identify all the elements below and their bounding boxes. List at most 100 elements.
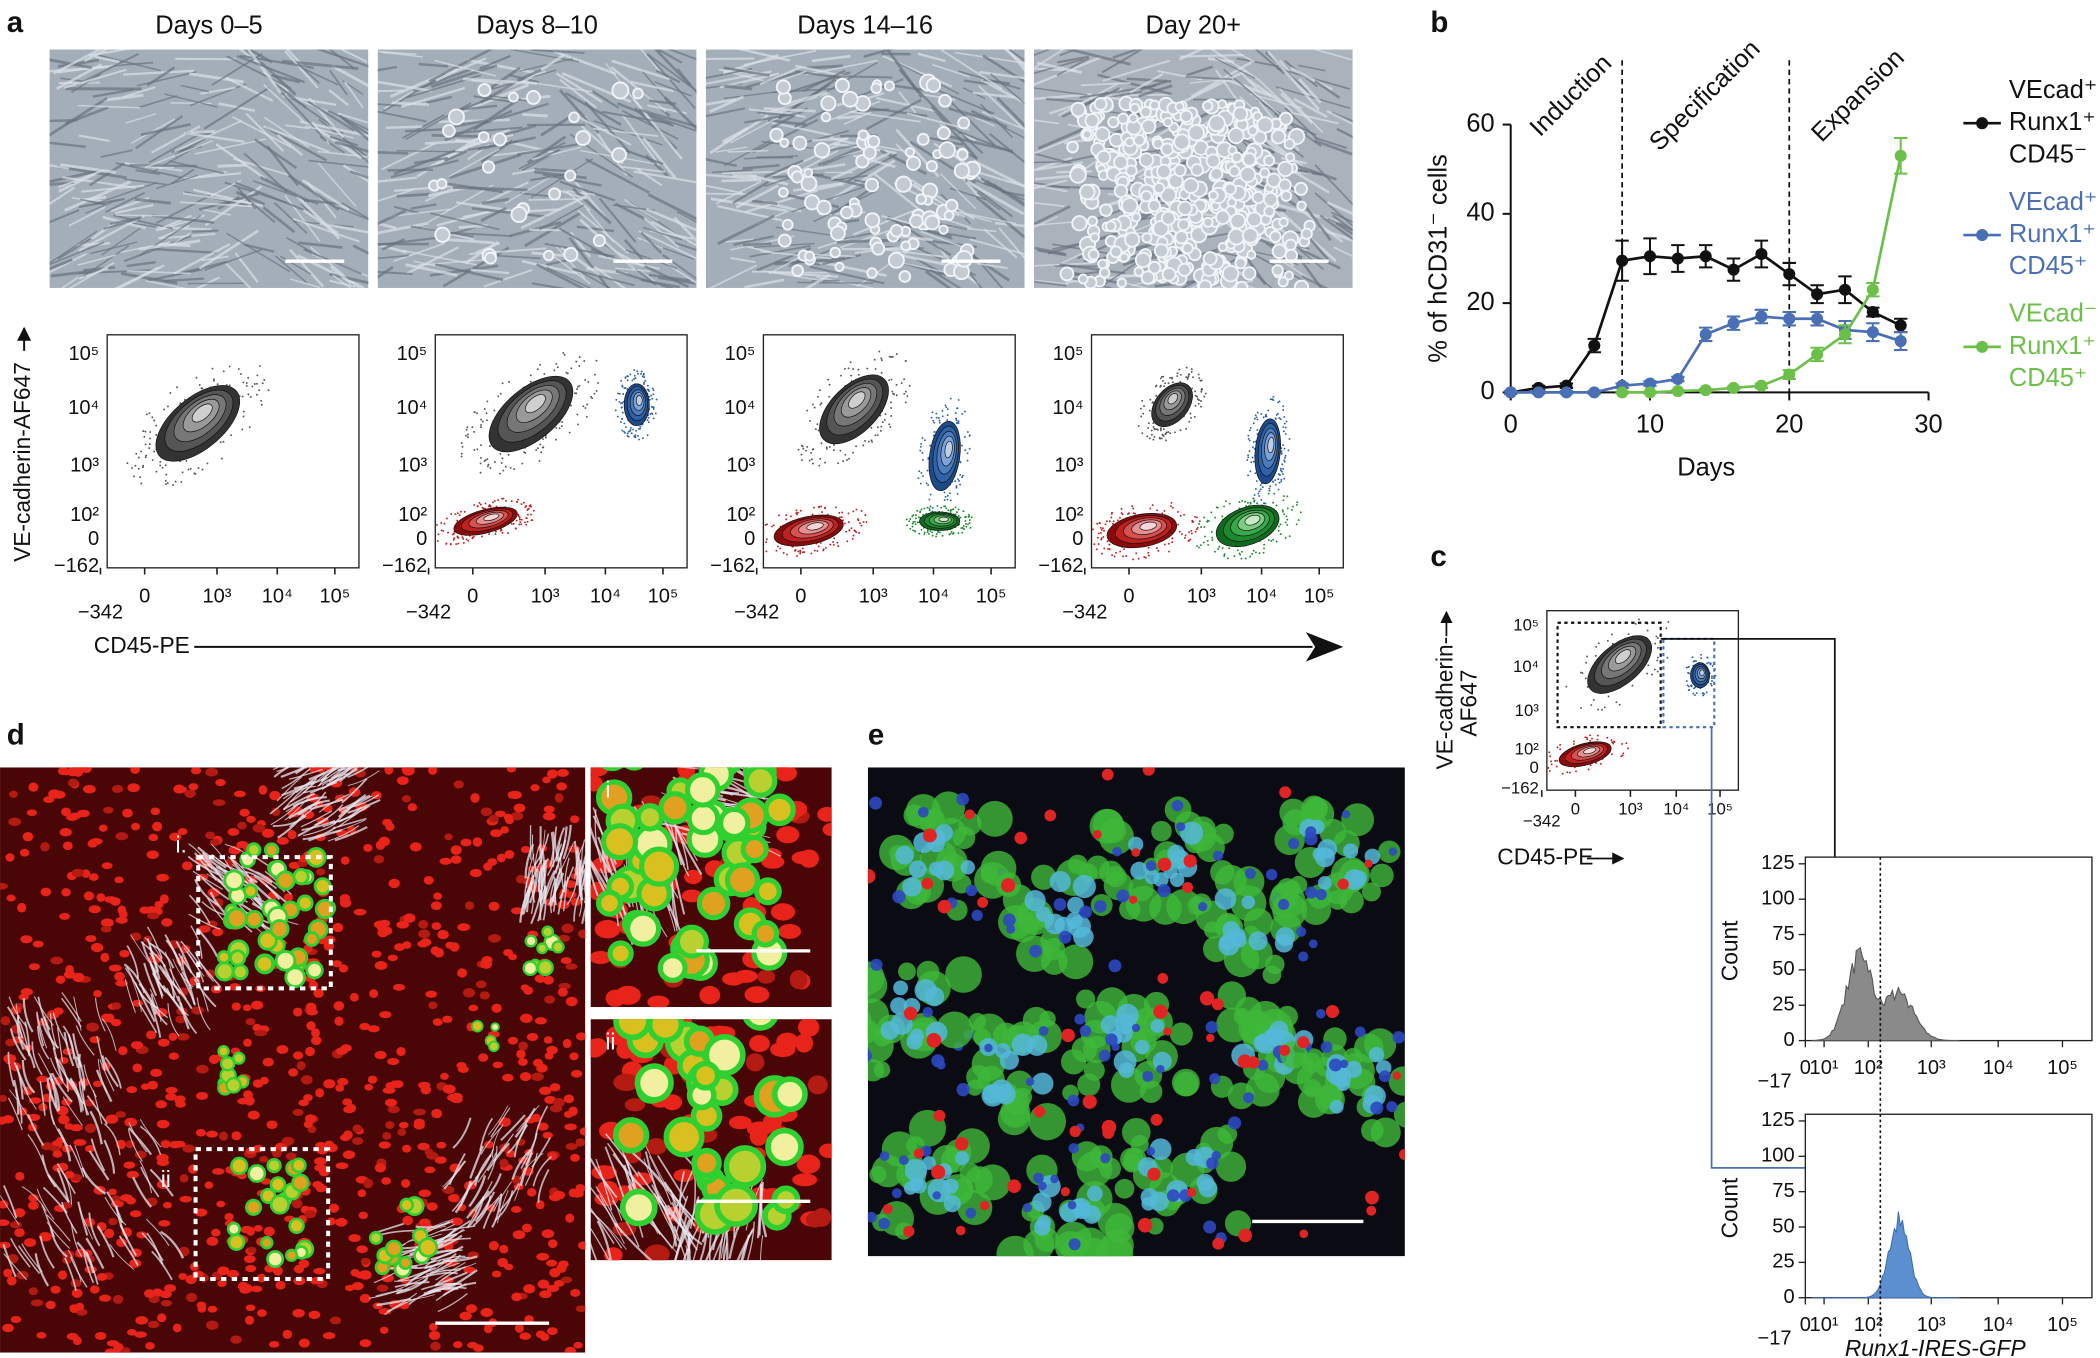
round-cell bbox=[1152, 182, 1166, 195]
event-dot bbox=[144, 443, 147, 446]
y-tick-label: 0 bbox=[1530, 758, 1539, 777]
nucleus bbox=[382, 1131, 392, 1140]
cell-streak bbox=[91, 221, 117, 240]
cell-streak bbox=[174, 136, 206, 157]
event-dot bbox=[488, 445, 491, 448]
event-dot bbox=[1595, 762, 1598, 764]
event-dot bbox=[517, 513, 520, 516]
event-dot bbox=[1281, 509, 1284, 512]
cell-streak bbox=[1033, 221, 1072, 227]
y-tick-label: −162 bbox=[54, 555, 99, 577]
event-dot bbox=[1262, 416, 1265, 419]
event-dot bbox=[955, 485, 958, 488]
nucleus bbox=[103, 806, 114, 814]
cell-streak bbox=[983, 228, 1018, 259]
nucleus bbox=[542, 812, 556, 821]
event-dot bbox=[486, 400, 489, 403]
event-dot bbox=[782, 552, 785, 554]
cell-streak bbox=[138, 94, 178, 109]
event-dot bbox=[851, 537, 854, 540]
event-dot bbox=[966, 431, 969, 433]
cell-streak bbox=[101, 226, 143, 256]
round-cell bbox=[1124, 231, 1141, 248]
cell-streak bbox=[480, 181, 529, 206]
event-dot bbox=[629, 426, 632, 429]
event-dot bbox=[1580, 707, 1582, 709]
y-tick-label: 0 bbox=[1783, 1029, 1794, 1051]
cell-streak bbox=[394, 184, 460, 193]
event-dot bbox=[452, 538, 455, 541]
event-dot bbox=[946, 498, 949, 501]
cell-streak bbox=[244, 243, 275, 253]
event-dot bbox=[1272, 480, 1275, 483]
data-point bbox=[1894, 149, 1907, 162]
event-dot bbox=[1176, 375, 1179, 377]
round-cell bbox=[434, 226, 451, 243]
nucleus bbox=[14, 1228, 25, 1238]
event-dot bbox=[828, 395, 831, 398]
event-dot bbox=[251, 385, 254, 388]
x-axis-label: Days bbox=[1677, 453, 1735, 481]
event-dot bbox=[1210, 531, 1213, 533]
event-dot bbox=[760, 535, 762, 537]
cell-streak bbox=[948, 107, 992, 122]
cell-streak bbox=[1037, 156, 1073, 170]
event-dot bbox=[187, 468, 190, 471]
event-dot bbox=[1273, 492, 1276, 495]
cell-streak bbox=[540, 116, 570, 137]
event-dot bbox=[584, 379, 587, 381]
nucleus bbox=[352, 1137, 364, 1145]
round-cell bbox=[492, 132, 507, 147]
event-dot bbox=[1565, 685, 1568, 688]
nucleus bbox=[120, 1194, 133, 1202]
nucleus bbox=[0, 1219, 10, 1226]
event-dot bbox=[155, 424, 158, 427]
event-dot bbox=[148, 443, 151, 446]
round-cell bbox=[510, 206, 528, 223]
event-dot bbox=[1238, 501, 1241, 504]
event-dot bbox=[926, 506, 929, 509]
cell-streak bbox=[435, 68, 459, 82]
event-dot bbox=[1147, 554, 1150, 557]
event-dot bbox=[956, 492, 959, 495]
y-tick-label: 10² bbox=[1515, 739, 1540, 758]
event-dot bbox=[939, 531, 941, 534]
round-cell bbox=[1271, 243, 1287, 259]
event-dot bbox=[1105, 520, 1108, 523]
cell-streak bbox=[452, 186, 528, 192]
event-dot bbox=[473, 504, 476, 506]
nucleus bbox=[3, 1268, 13, 1278]
event-dot bbox=[1249, 555, 1252, 558]
cell-streak bbox=[103, 217, 141, 230]
nucleus bbox=[376, 1284, 389, 1292]
cell-streak bbox=[126, 270, 191, 275]
round-cell bbox=[1241, 227, 1259, 244]
cell-streak bbox=[531, 146, 582, 161]
event-dot bbox=[878, 350, 881, 353]
event-dot bbox=[640, 370, 643, 373]
event-dot bbox=[1610, 739, 1613, 742]
cell-streak bbox=[381, 142, 437, 171]
round-cell bbox=[781, 218, 794, 231]
cell-streak bbox=[732, 180, 770, 205]
event-dot bbox=[1284, 536, 1287, 539]
event-dot bbox=[824, 507, 826, 510]
event-dot bbox=[151, 416, 154, 419]
event-dot bbox=[871, 440, 873, 443]
event-dot bbox=[149, 431, 152, 433]
event-dot bbox=[518, 523, 521, 526]
event-dot bbox=[947, 509, 950, 512]
cell-streak bbox=[1289, 168, 1330, 194]
event-dot bbox=[820, 505, 823, 508]
event-dot bbox=[460, 452, 463, 455]
round-cell bbox=[1119, 252, 1130, 263]
cell-streak bbox=[646, 53, 696, 109]
cell-streak bbox=[342, 117, 369, 136]
nucleus bbox=[543, 805, 555, 813]
event-dot bbox=[242, 410, 245, 413]
nucleus bbox=[105, 1013, 115, 1023]
nucleus bbox=[396, 1047, 406, 1057]
y-tick-label: 10² bbox=[70, 504, 99, 526]
event-dot bbox=[1279, 523, 1282, 526]
event-dot bbox=[837, 462, 840, 465]
